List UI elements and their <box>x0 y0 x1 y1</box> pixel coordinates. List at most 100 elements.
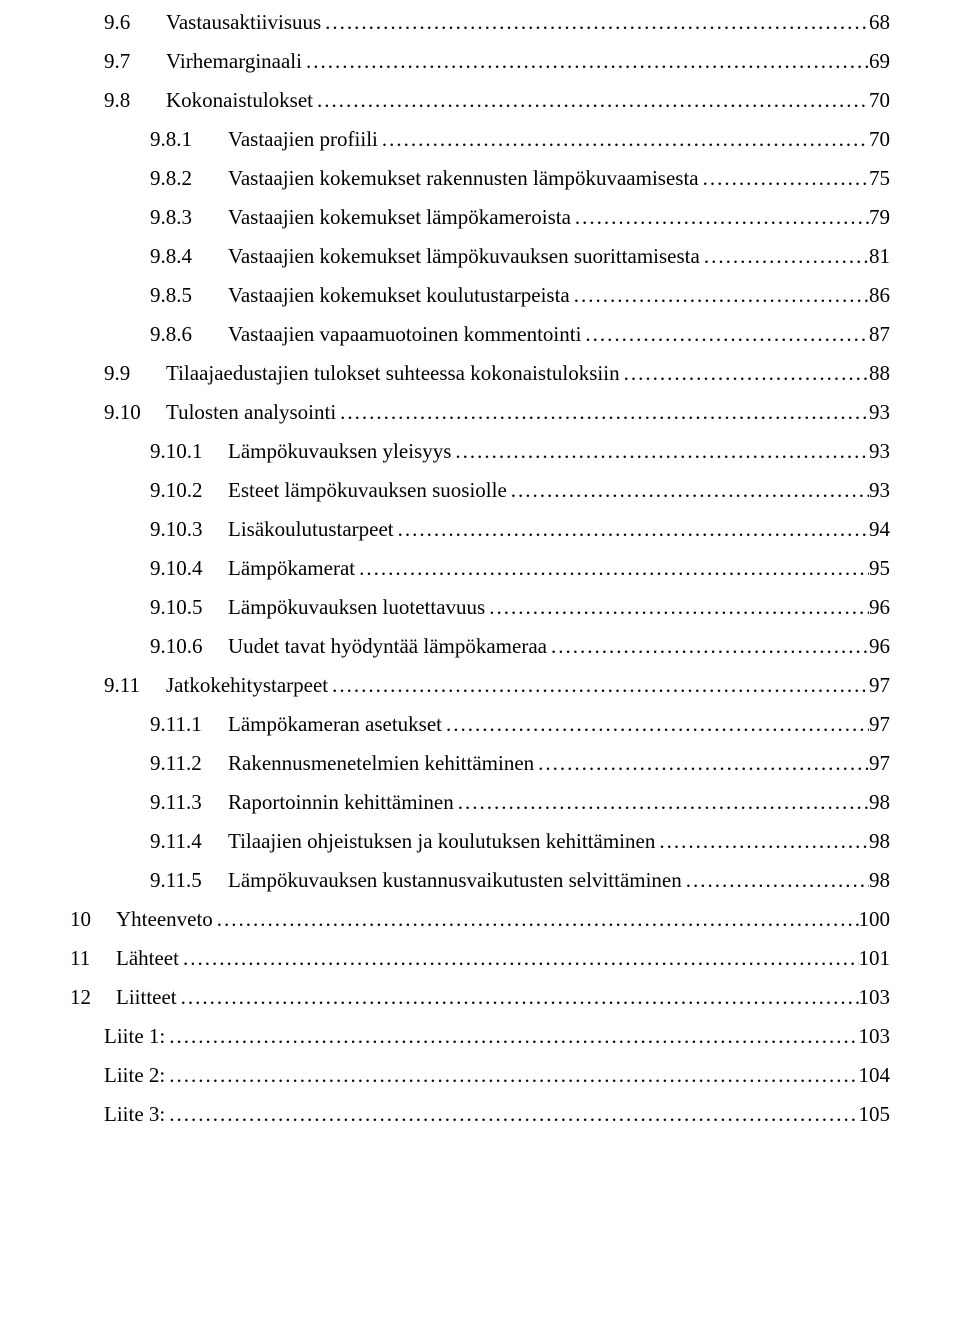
toc-row: 9.10.3Lisäkoulutustarpeet...............… <box>70 519 890 540</box>
toc-section-title: Vastaajien profiili <box>228 129 378 150</box>
toc-row: 9.8.1Vastaajien profiili................… <box>70 129 890 150</box>
toc-leader: ........................................… <box>213 909 859 930</box>
toc-leader: ........................................… <box>547 636 869 657</box>
toc-section-number: 9.10.2 <box>150 480 228 501</box>
toc-section-number: 9.10.3 <box>150 519 228 540</box>
toc-section-number: 9.11.1 <box>150 714 228 735</box>
toc-row: Liite 1:................................… <box>70 1026 890 1047</box>
toc-section-number: 9.8.1 <box>150 129 228 150</box>
toc-section-title: Rakennusmenetelmien kehittäminen <box>228 753 534 774</box>
toc-row: 10Yhteenveto............................… <box>70 909 890 930</box>
toc-leader: ........................................… <box>442 714 869 735</box>
toc-leader: ........................................… <box>570 285 869 306</box>
toc-leader: ........................................… <box>313 90 869 111</box>
toc-leader: ........................................… <box>571 207 869 228</box>
toc-leader: ........................................… <box>179 948 859 969</box>
toc-leader: ........................................… <box>485 597 869 618</box>
toc-row: 9.11.3Raportoinnin kehittäminen.........… <box>70 792 890 813</box>
toc-section-title: Raportoinnin kehittäminen <box>228 792 454 813</box>
toc-section-title: Lisäkoulutustarpeet <box>228 519 394 540</box>
toc-leader: ........................................… <box>165 1065 858 1086</box>
toc-row: 9.8.4Vastaajien kokemukset lämpökuvaukse… <box>70 246 890 267</box>
toc-section-number: 9.8.6 <box>150 324 228 345</box>
toc-leader: ........................................… <box>378 129 869 150</box>
toc-leader: ........................................… <box>165 1104 858 1125</box>
toc-section-title: Vastausaktiivisuus <box>166 12 321 33</box>
toc-leader: ........................................… <box>165 1026 858 1047</box>
toc-page-number: 93 <box>869 441 890 462</box>
toc-page-number: 97 <box>869 675 890 696</box>
toc-section-title: Tilaajaedustajien tulokset suhteessa kok… <box>166 363 620 384</box>
toc-section-title: Lämpökuvauksen kustannusvaikutusten selv… <box>228 870 682 891</box>
toc-page-number: 70 <box>869 90 890 111</box>
toc-page-number: 97 <box>869 753 890 774</box>
toc-section-number: 9.8 <box>104 90 166 111</box>
toc-leader: ........................................… <box>328 675 869 696</box>
toc-section-number: 9.11.4 <box>150 831 228 852</box>
toc-section-number: 12 <box>70 987 116 1008</box>
toc-page-number: 68 <box>869 12 890 33</box>
toc-leader: ........................................… <box>700 246 869 267</box>
toc-section-number: 9.10.4 <box>150 558 228 579</box>
toc-section-title: Liite 3: <box>104 1104 165 1125</box>
toc-section-number: 9.10.5 <box>150 597 228 618</box>
toc-page-number: 105 <box>859 1104 891 1125</box>
toc-page-number: 98 <box>869 792 890 813</box>
toc-section-number: 9.8.5 <box>150 285 228 306</box>
toc-leader: ........................................… <box>336 402 869 423</box>
toc-row: 9.11.4Tilaajien ohjeistuksen ja koulutuk… <box>70 831 890 852</box>
toc-section-number: 9.11.3 <box>150 792 228 813</box>
toc-section-title: Liitteet <box>116 987 177 1008</box>
toc-row: 9.8.5Vastaajien kokemukset koulutustarpe… <box>70 285 890 306</box>
toc-leader: ........................................… <box>655 831 869 852</box>
toc-page-number: 70 <box>869 129 890 150</box>
toc-section-title: Liite 1: <box>104 1026 165 1047</box>
toc-page-number: 104 <box>859 1065 891 1086</box>
toc-row: 9.10.5Lämpökuvauksen luotettavuus.......… <box>70 597 890 618</box>
toc-section-title: Liite 2: <box>104 1065 165 1086</box>
toc-page-number: 101 <box>859 948 891 969</box>
toc-section-number: 9.9 <box>104 363 166 384</box>
toc-page-number: 96 <box>869 636 890 657</box>
toc-row: 9.6Vastausaktiivisuus...................… <box>70 12 890 33</box>
toc-page-number: 88 <box>869 363 890 384</box>
toc-row: 12Liitteet..............................… <box>70 987 890 1008</box>
toc-page-number: 75 <box>869 168 890 189</box>
toc-page-number: 103 <box>859 987 891 1008</box>
toc-row: 9.10Tulosten analysointi................… <box>70 402 890 423</box>
toc-page-number: 95 <box>869 558 890 579</box>
toc-row: 9.11.1Lämpökameran asetukset............… <box>70 714 890 735</box>
toc-section-title: Lähteet <box>116 948 179 969</box>
toc-page-number: 94 <box>869 519 890 540</box>
toc-section-number: 9.11 <box>104 675 166 696</box>
toc-row: 9.11Jatkokehitystarpeet.................… <box>70 675 890 696</box>
toc-page-number: 98 <box>869 831 890 852</box>
toc-section-title: Vastaajien kokemukset lämpökuvauksen suo… <box>228 246 700 267</box>
toc-page-number: 86 <box>869 285 890 306</box>
toc-page-number: 87 <box>869 324 890 345</box>
toc-section-title: Uudet tavat hyödyntää lämpökameraa <box>228 636 547 657</box>
toc-row: 9.9Tilaajaedustajien tulokset suhteessa … <box>70 363 890 384</box>
toc-row: 9.7Virhemarginaali......................… <box>70 51 890 72</box>
toc-section-number: 9.11.2 <box>150 753 228 774</box>
toc-section-number: 9.11.5 <box>150 870 228 891</box>
toc-section-title: Vastaajien kokemukset rakennusten lämpök… <box>228 168 699 189</box>
toc-page-number: 79 <box>869 207 890 228</box>
toc-page-number: 93 <box>869 402 890 423</box>
toc-section-title: Vastaajien kokemukset koulutustarpeista <box>228 285 570 306</box>
toc-page-number: 96 <box>869 597 890 618</box>
toc-row: 9.8.2Vastaajien kokemukset rakennusten l… <box>70 168 890 189</box>
toc-section-title: Lämpökamerat <box>228 558 355 579</box>
toc-row: Liite 3:................................… <box>70 1104 890 1125</box>
toc-page-number: 81 <box>869 246 890 267</box>
toc-section-number: 9.8.3 <box>150 207 228 228</box>
toc-row: 9.8.3Vastaajien kokemukset lämpökamerois… <box>70 207 890 228</box>
toc-leader: ........................................… <box>394 519 869 540</box>
toc-leader: ........................................… <box>682 870 869 891</box>
toc-section-number: 9.8.2 <box>150 168 228 189</box>
toc-page-number: 97 <box>869 714 890 735</box>
toc-section-number: 11 <box>70 948 116 969</box>
toc-section-title: Vastaajien vapaamuotoinen kommentointi <box>228 324 581 345</box>
toc-section-number: 10 <box>70 909 116 930</box>
toc-section-title: Tilaajien ohjeistuksen ja koulutuksen ke… <box>228 831 655 852</box>
